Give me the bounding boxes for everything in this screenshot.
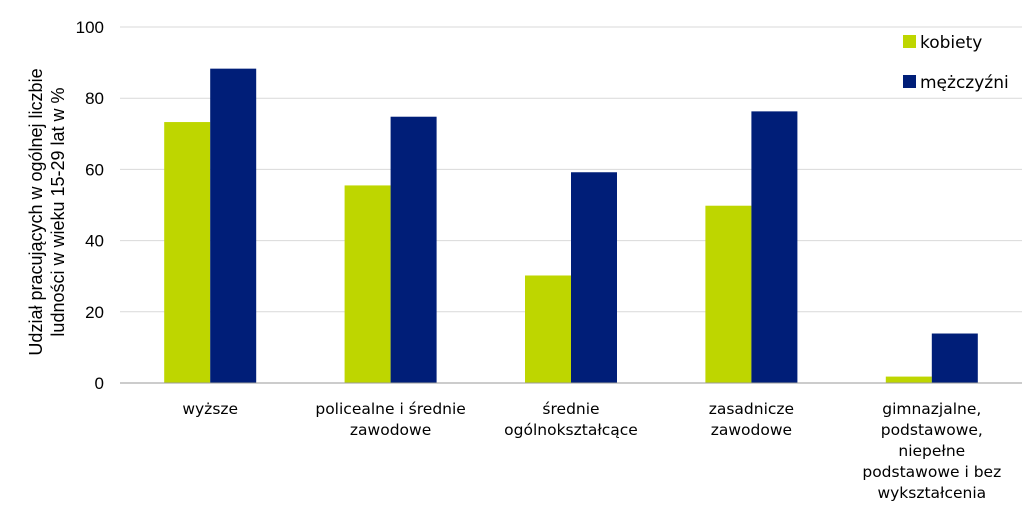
x-category-line: wyższe — [182, 400, 238, 418]
y-tick-label: 80 — [85, 89, 104, 108]
bar-kobiety — [164, 122, 211, 383]
legend-swatch — [903, 75, 916, 88]
bar-mezczyzni — [210, 68, 257, 383]
bar-kobiety — [344, 185, 391, 383]
x-category-label: średnie ogólnokształcące — [504, 400, 638, 439]
x-category-line: ogólnokształcące — [504, 421, 638, 439]
x-category-line: policealne i średnie — [315, 400, 465, 418]
legend-label: mężczyźni — [920, 73, 1009, 93]
bar-mezczyzni — [931, 333, 978, 383]
y-tick-label: 20 — [85, 303, 104, 322]
y-tick-label: 0 — [95, 374, 104, 393]
y-axis-label: Udział pracujących w ogólnej liczbie ludn… — [26, 68, 68, 355]
gridlines — [120, 26, 1022, 313]
x-category-line: podstawowe, — [881, 421, 983, 439]
bar-mezczyzni — [751, 111, 798, 383]
bar-kobiety — [705, 205, 752, 383]
legend-label: kobiety — [920, 33, 982, 53]
x-category-label: zasadnicze zawodowe — [709, 400, 794, 439]
bars — [164, 68, 978, 383]
x-category-line: zawodowe — [711, 421, 792, 439]
y-axis-ticks: 0 20 40 60 80 100 — [76, 18, 104, 393]
bar-kobiety — [885, 376, 932, 383]
x-category-line: gimnazjalne, — [882, 400, 981, 418]
x-axis-categories: wyższe policealne i średnie zawodowe średni… — [182, 400, 1001, 502]
x-category-line: podstawowe i bez — [862, 463, 1001, 481]
x-category-line: wykształcenia — [877, 484, 986, 502]
bar-kobiety — [525, 275, 571, 383]
x-category-label: gimnazjalne, podstawowe, niepełne podstawow… — [862, 400, 1001, 502]
legend: kobiety mężczyźni — [903, 33, 1009, 93]
x-category-label: policealne i średnie zawodowe — [315, 400, 465, 439]
x-category-line: niepełne — [898, 442, 965, 460]
bar-mezczyzni — [390, 116, 437, 383]
y-tick-label: 60 — [85, 160, 104, 179]
bar-mezczyzni — [571, 172, 617, 383]
y-label-line: ludności w wieku 15-29 lat w % — [48, 87, 68, 336]
x-category-line: zawodowe — [350, 421, 431, 439]
legend-swatch — [903, 35, 916, 48]
x-category-line: średnie — [542, 400, 599, 418]
x-category-label: wyższe — [182, 400, 238, 418]
y-label-line: Udział pracujących w ogólnej liczbie — [26, 68, 46, 355]
x-category-line: zasadnicze — [709, 400, 794, 418]
y-tick-label: 40 — [85, 232, 104, 251]
y-tick-label: 100 — [76, 18, 104, 37]
